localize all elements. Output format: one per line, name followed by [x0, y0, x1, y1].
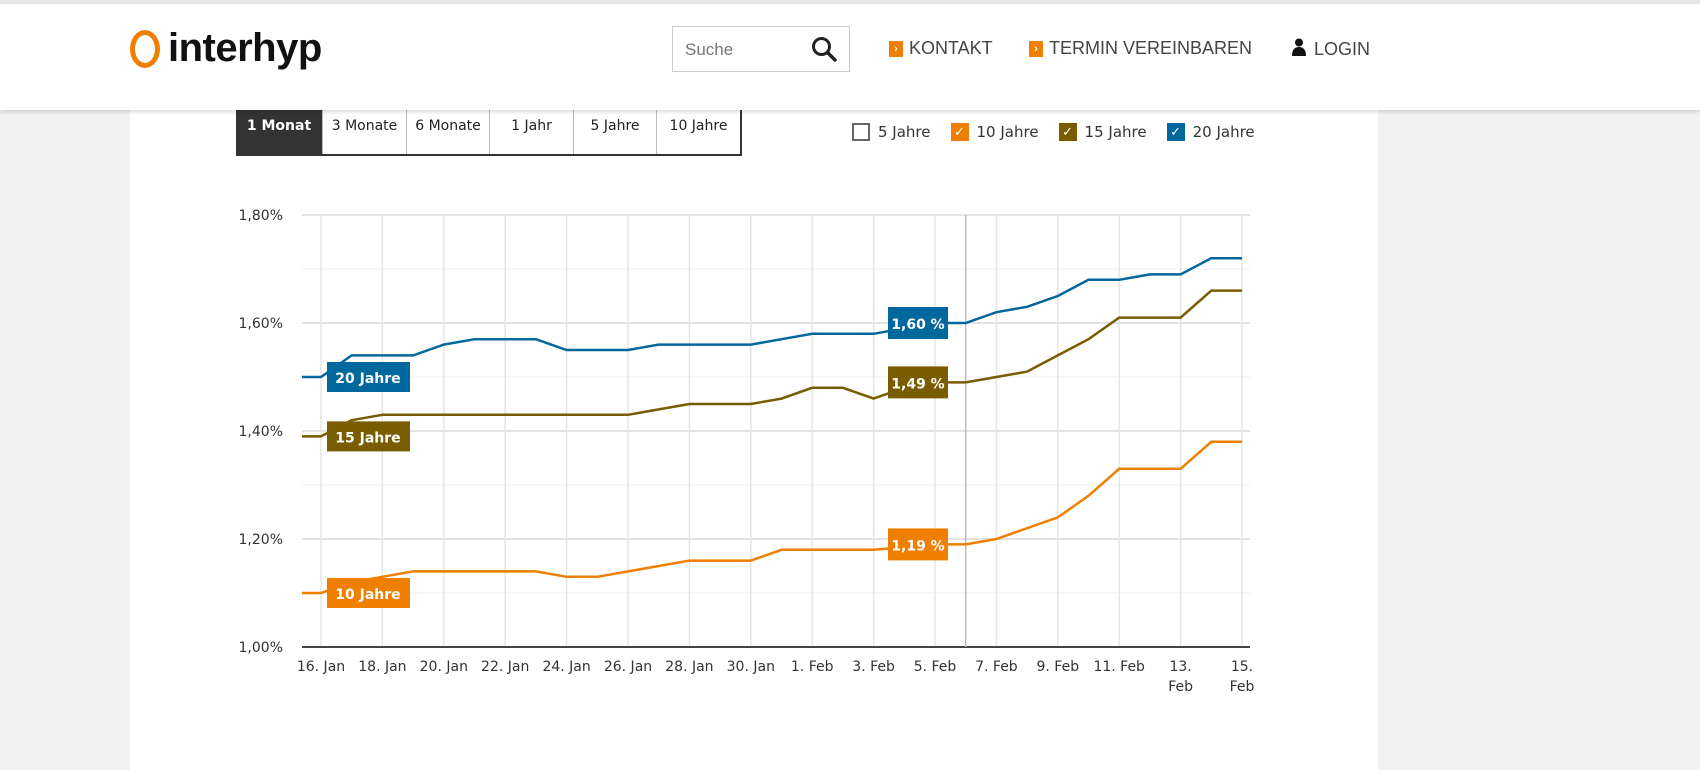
browser-edge [0, 0, 1700, 4]
search-box [672, 26, 850, 72]
x-tick-label: 15. [1231, 659, 1253, 675]
checkbox-checked-icon[interactable]: ✓ [1058, 123, 1077, 141]
legend-15-jahre[interactable]: ✓ 15 Jahre [1058, 123, 1147, 141]
legend-20-jahre[interactable]: ✓ 20 Jahre [1166, 123, 1255, 141]
x-tick-label: 26. Jan [604, 659, 652, 675]
user-icon [1292, 38, 1306, 61]
logo-text: interhyp [168, 26, 322, 70]
nav-kontakt[interactable]: › KONTAKT [889, 38, 993, 59]
x-tick-label: 11. Feb [1093, 659, 1145, 675]
checkbox-unchecked-icon[interactable] [852, 123, 870, 141]
logo-ring-icon [130, 29, 160, 68]
legend-label: 10 Jahre [976, 123, 1039, 141]
x-tick-label: 18. Jan [358, 659, 406, 675]
nav-termin-vereinbaren[interactable]: › TERMIN VEREINBAREN [1029, 38, 1252, 59]
site-header: interhyp › KONTAKT › TERMIN VEREINBAREN LO… [0, 4, 1700, 110]
x-tick-label: 28. Jan [665, 659, 713, 675]
hover-value-label-bg [888, 366, 948, 399]
hover-value-label: 1,60 % [891, 317, 944, 333]
series-name-label: 20 Jahre [335, 371, 400, 387]
legend-5-jahre[interactable]: 5 Jahre [852, 123, 931, 141]
series-line-15-jahre [302, 289, 1242, 438]
y-tick-label: 1,40% [239, 424, 283, 440]
series-line-20-jahre [302, 256, 1242, 379]
x-tick-label: 5. Feb [914, 659, 957, 675]
chart-legend: 5 Jahre ✓ 10 Jahre ✓ 15 Jahre ✓ 20 Jahre [852, 123, 1255, 141]
legend-label: 15 Jahre [1084, 123, 1147, 141]
nav-login[interactable]: LOGIN [1292, 38, 1370, 61]
legend-label: 5 Jahre [878, 123, 931, 141]
x-tick-label: 1. Feb [791, 659, 834, 675]
nav-label: KONTAKT [909, 38, 993, 58]
x-tick-label: 24. Jan [542, 659, 590, 675]
y-tick-label: 1,60% [239, 316, 283, 332]
hover-value-label: 1,49 % [891, 376, 944, 392]
checkbox-checked-icon[interactable]: ✓ [1166, 123, 1185, 141]
x-tick-label: 7. Feb [975, 659, 1018, 675]
x-tick-label: 30. Jan [727, 659, 775, 675]
y-tick-label: 1,80% [239, 208, 283, 224]
series-name-label: 10 Jahre [335, 587, 400, 603]
hover-value-label: 1,19 % [891, 538, 944, 554]
x-tick-label: Feb [1168, 679, 1193, 695]
series-name-label-bg [327, 421, 410, 452]
x-tick-label: 22. Jan [481, 659, 529, 675]
hover-value-label-bg [888, 528, 948, 561]
legend-label: 20 Jahre [1192, 123, 1255, 141]
x-tick-label: 16. Jan [297, 659, 345, 675]
series-name-label-bg [327, 362, 410, 392]
arrow-right-icon: › [889, 40, 903, 57]
arrow-right-icon: › [1029, 40, 1043, 57]
y-tick-label: 1,20% [239, 532, 283, 548]
hover-value-label-bg [888, 307, 948, 339]
nav-label: TERMIN VEREINBAREN [1049, 38, 1253, 58]
x-tick-label: 20. Jan [420, 659, 468, 675]
series-name-label-bg [327, 578, 410, 608]
search-icon[interactable] [811, 36, 837, 66]
x-tick-label: Feb [1230, 679, 1255, 695]
x-tick-label: 13. [1169, 659, 1191, 675]
y-tick-label: 1,00% [239, 640, 283, 656]
logo[interactable]: interhyp [130, 26, 322, 71]
search-input[interactable] [683, 39, 807, 61]
series-name-label: 15 Jahre [335, 430, 400, 446]
nav-label: LOGIN [1314, 39, 1371, 59]
x-tick-label: 3. Feb [852, 659, 895, 675]
checkbox-checked-icon[interactable]: ✓ [950, 123, 969, 141]
series-line-10-jahre [302, 440, 1242, 595]
x-tick-label: 9. Feb [1036, 659, 1079, 675]
legend-10-jahre[interactable]: ✓ 10 Jahre [950, 123, 1039, 141]
